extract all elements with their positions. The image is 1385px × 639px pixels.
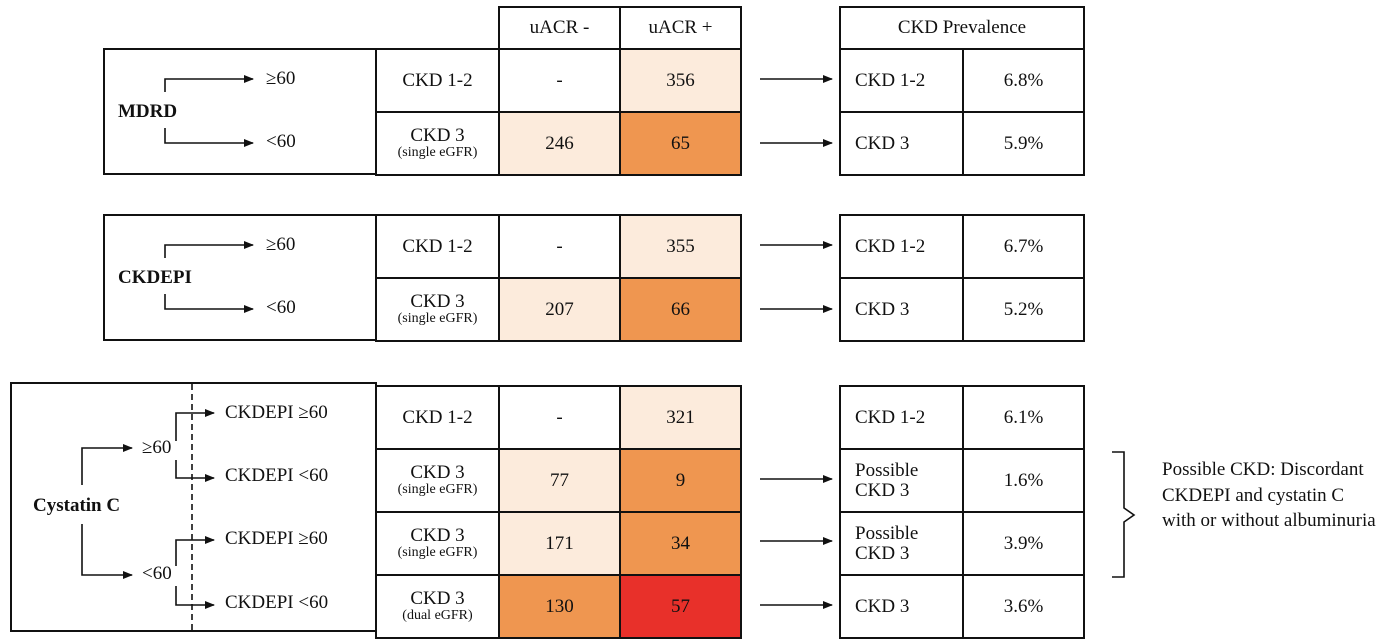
cystatin-stage-3: CKD 3 (single eGFR) (375, 511, 500, 576)
cystatin-stage-sub-3: (single eGFR) (397, 545, 478, 561)
header-prevalence-label: CKD Prevalence (897, 17, 1027, 39)
mdrd-stage-1: CKD 1-2 (375, 48, 500, 113)
ckdepi-label: CKDEPI (118, 267, 192, 288)
mdrd-fork-lo-arrow (164, 128, 254, 147)
possible-ckd-note: Possible CKD: Discordant CKDEPI and cyst… (1162, 459, 1376, 532)
ckdepi-uacr-neg-2: 207 (498, 277, 621, 342)
cystatin-sub-arrow-2 (175, 460, 215, 482)
cystatin-stage-label-3: CKD 3 (410, 525, 465, 547)
cystatin-uacr-pos-1: 321 (619, 385, 742, 450)
mdrd-branch-lo: <60 (266, 131, 296, 152)
cystatin-label: Cystatin C (33, 495, 121, 516)
mdrd-branch-hi: ≥60 (266, 68, 296, 89)
cystatin-prev-value-3: 3.9% (962, 511, 1085, 576)
cystatin-prev-value-2: 1.6% (962, 448, 1085, 513)
cystatin-sub-arrow-3 (175, 536, 215, 566)
mdrd-label: MDRD (118, 101, 178, 122)
ckdepi-prev-label-1: CKD 1-2 (839, 214, 964, 279)
ckdepi-prev-label-2: CKD 3 (839, 277, 964, 342)
cystatin-stage-label-1: CKD 1-2 (402, 406, 473, 428)
header-uacr-pos-label: uACR + (648, 17, 713, 39)
cystatin-sub-branch-2: CKDEPI <60 (225, 465, 329, 486)
ckdepi-fork-hi-arrow (164, 241, 254, 258)
ckdepi-stage-label-1: CKD 1-2 (402, 235, 473, 257)
cystatin-fork-lo-arrow (81, 524, 133, 579)
cystatin-branch-hi: ≥60 (142, 437, 172, 458)
ckdepi-prev-value-1: 6.7% (962, 214, 1085, 279)
cystatin-stage-sub-4: (dual eGFR) (402, 608, 473, 624)
mdrd-uacr-pos-1: 356 (619, 48, 742, 113)
ckdepi-branch-lo: <60 (266, 297, 296, 318)
cystatin-sub-arrow-4 (175, 586, 215, 609)
cystatin-sub-branch-4: CKDEPI <60 (225, 592, 329, 613)
cystatin-stage-1: CKD 1-2 (375, 385, 500, 450)
possible-ckd-bracket (1112, 451, 1136, 578)
ckdepi-stage-sub-2: (single eGFR) (397, 311, 478, 327)
ckdepi-stage-2: CKD 3 (single eGFR) (375, 277, 500, 342)
mdrd-stage-sub-2: (single eGFR) (397, 145, 478, 161)
ckdepi-fork-lo-arrow (164, 294, 254, 313)
cystatin-sub-arrow-1 (175, 409, 215, 441)
ckdepi-prev-value-2: 5.2% (962, 277, 1085, 342)
cystatin-sub-branch-3: CKDEPI ≥60 (225, 528, 328, 549)
cystatin-branch-lo: <60 (142, 563, 172, 584)
mdrd-stage-label-2: CKD 3 (410, 125, 465, 147)
header-uacr-neg-label: uACR - (529, 17, 590, 39)
mdrd-prev-label-1: CKD 1-2 (839, 48, 964, 113)
mdrd-uacr-pos-2: 65 (619, 111, 742, 176)
cystatin-stage-sub-2: (single eGFR) (397, 482, 478, 498)
ckdepi-uacr-pos-2: 66 (619, 277, 742, 342)
mdrd-stage-2: CKD 3 (single eGFR) (375, 111, 500, 176)
mdrd-fork-hi-arrow (164, 75, 254, 92)
cystatin-uacr-pos-3: 34 (619, 511, 742, 576)
cystatin-fork-hi-arrow (81, 444, 133, 485)
cystatin-sub-branch-1: CKDEPI ≥60 (225, 402, 328, 423)
ckdepi-branch-hi: ≥60 (266, 234, 296, 255)
cystatin-prev-label-3: Possible CKD 3 (839, 511, 964, 576)
mdrd-prev-label-2: CKD 3 (839, 111, 964, 176)
mdrd-prev-value-2: 5.9% (962, 111, 1085, 176)
cystatin-stage-label-2: CKD 3 (410, 462, 465, 484)
cystatin-uacr-pos-4: 57 (619, 574, 742, 639)
ckdepi-stage-label-2: CKD 3 (410, 291, 465, 313)
ckdepi-stage-1: CKD 1-2 (375, 214, 500, 279)
cystatin-prev-value-4: 3.6% (962, 574, 1085, 639)
cystatin-stage-label-4: CKD 3 (410, 588, 465, 610)
mdrd-stage-label-1: CKD 1-2 (402, 69, 473, 91)
